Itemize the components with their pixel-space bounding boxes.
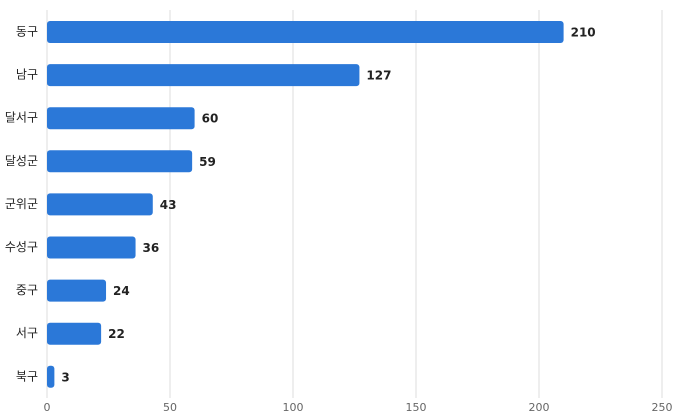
- x-tick-label: 200: [529, 401, 550, 414]
- y-tick-label: 달성군: [5, 154, 38, 168]
- value-label: 3: [61, 370, 69, 384]
- bar: [47, 150, 193, 173]
- y-tick-label: 중구: [16, 283, 38, 297]
- value-label: 43: [160, 198, 177, 212]
- x-tick-label: 50: [163, 401, 177, 414]
- bar: [47, 236, 136, 259]
- y-tick-label: 남구: [16, 68, 38, 82]
- y-tick-label: 서구: [16, 326, 38, 340]
- y-tick-label: 달서구: [5, 111, 38, 125]
- value-label: 60: [202, 112, 219, 126]
- value-label: 127: [366, 69, 391, 83]
- x-tick-label: 100: [283, 401, 304, 414]
- bar: [47, 322, 102, 345]
- y-tick-label: 수성구: [5, 240, 38, 254]
- value-label: 210: [571, 26, 596, 40]
- y-tick-label: 군위군: [5, 197, 38, 211]
- y-tick-label: 동구: [16, 25, 38, 39]
- value-label: 22: [108, 327, 125, 341]
- bar: [47, 365, 55, 388]
- y-tick-label: 북구: [16, 369, 38, 383]
- bar: [47, 193, 153, 216]
- value-label: 24: [113, 284, 130, 298]
- x-tick-label: 150: [406, 401, 427, 414]
- x-tick-label: 250: [652, 401, 673, 414]
- value-label: 36: [143, 241, 160, 255]
- value-label: 59: [199, 155, 216, 169]
- bar: [47, 107, 195, 130]
- x-tick-label: 0: [44, 401, 51, 414]
- bar: [47, 279, 107, 302]
- bar: [47, 21, 564, 43]
- bar: [47, 64, 360, 87]
